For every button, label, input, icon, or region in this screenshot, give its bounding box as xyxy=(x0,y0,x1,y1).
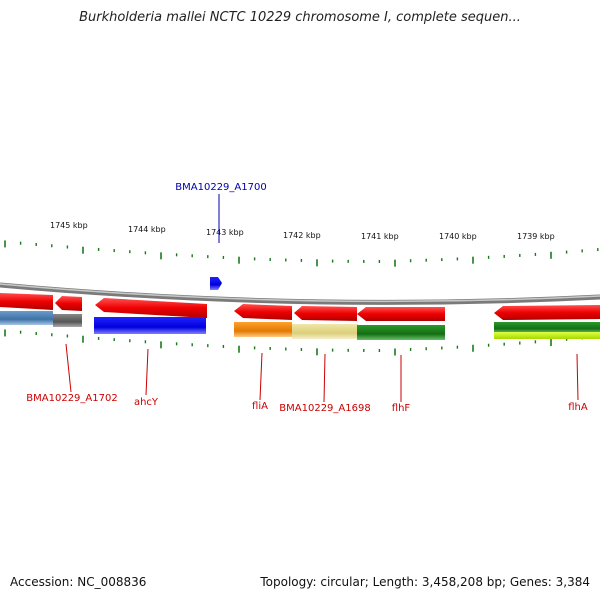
gene-label-flhf[interactable]: flhF xyxy=(392,403,411,414)
gene-label-a1700[interactable]: BMA10229_A1700 xyxy=(175,182,266,193)
feature-green[interactable] xyxy=(357,325,445,340)
feature-green-2[interactable] xyxy=(494,322,600,333)
gene-arrow-ahcy[interactable] xyxy=(95,298,207,318)
accession-text: Accession: NC_008836 xyxy=(10,575,147,589)
upper-scale-ticks xyxy=(4,240,599,267)
feature-orange[interactable] xyxy=(234,322,292,337)
genome-backbone xyxy=(0,282,600,305)
leader-line xyxy=(145,348,149,396)
feature-steel[interactable] xyxy=(0,311,53,325)
gene-arrow-flia[interactable] xyxy=(234,304,292,320)
ruler-label: 1740 kbp xyxy=(439,232,477,241)
gene-feature-a1700[interactable] xyxy=(210,277,222,290)
leader-line xyxy=(576,353,579,401)
gene-label-ahcy[interactable]: ahcY xyxy=(134,397,159,408)
map-title: Burkholderia mallei NCTC 10229 chromosom… xyxy=(79,10,521,25)
leader-line xyxy=(323,353,326,403)
gene-label-a1698[interactable]: BMA10229_A1698 xyxy=(279,403,370,414)
genome-backbone-highlight xyxy=(0,283,600,303)
genome-summary-text: Topology: circular; Length: 3,458,208 bp… xyxy=(260,575,590,589)
feature-blue[interactable] xyxy=(94,317,206,334)
feature-khaki[interactable] xyxy=(292,324,358,339)
gene-label-flha[interactable]: flhA xyxy=(568,402,588,413)
leader-line xyxy=(65,343,72,393)
ruler-label: 1739 kbp xyxy=(517,232,555,241)
gene-arrow-flhf[interactable] xyxy=(357,307,445,321)
ruler-label: 1742 kbp xyxy=(283,231,321,240)
ruler-label: 1743 kbp xyxy=(206,228,244,237)
ruler-label: 1745 kbp xyxy=(50,221,88,230)
feature-gray[interactable] xyxy=(53,314,82,327)
leader-line xyxy=(259,352,263,401)
gene-label-flia[interactable]: fliA xyxy=(252,401,268,412)
ruler-label: 1741 kbp xyxy=(361,232,399,241)
gene-arrow-a1698[interactable] xyxy=(294,306,357,321)
lower-scale-ticks xyxy=(4,329,599,356)
gene-arrow[interactable] xyxy=(0,293,53,310)
feature-lime[interactable] xyxy=(494,332,600,339)
gene-arrow-flha[interactable] xyxy=(494,305,600,320)
gene-label-a1702[interactable]: BMA10229_A1702 xyxy=(26,393,117,404)
gene-arrow[interactable] xyxy=(55,296,82,311)
ruler-label: 1744 kbp xyxy=(128,225,166,234)
